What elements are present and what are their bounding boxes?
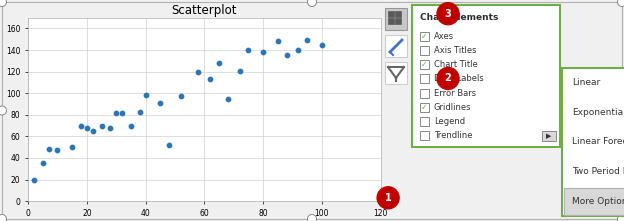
Text: 2: 2 [445, 73, 451, 84]
Text: Linear: Linear [572, 78, 600, 87]
Point [140, 94, 150, 97]
Point [302, 39, 312, 42]
FancyBboxPatch shape [420, 46, 429, 55]
Point [52, 149, 62, 152]
FancyBboxPatch shape [420, 89, 429, 98]
Point [38, 162, 48, 165]
FancyBboxPatch shape [385, 62, 407, 84]
FancyBboxPatch shape [385, 35, 407, 57]
FancyBboxPatch shape [395, 18, 401, 24]
Text: ✓: ✓ [421, 32, 427, 41]
Point [193, 70, 203, 73]
Point [97, 124, 107, 127]
Text: Chart Elements: Chart Elements [420, 13, 499, 23]
Circle shape [618, 215, 624, 221]
Circle shape [0, 0, 6, 6]
Point [293, 48, 303, 52]
FancyBboxPatch shape [564, 188, 624, 215]
Text: Legend: Legend [434, 117, 465, 126]
FancyBboxPatch shape [420, 74, 429, 83]
Text: Trendline: Trendline [434, 131, 472, 140]
Text: ✓: ✓ [421, 103, 427, 112]
Circle shape [308, 0, 316, 6]
FancyBboxPatch shape [420, 117, 429, 126]
Text: Data Labels: Data Labels [434, 74, 484, 83]
FancyBboxPatch shape [420, 32, 429, 41]
Point [317, 43, 327, 46]
Point [29, 178, 39, 181]
Point [111, 111, 121, 114]
Point [205, 77, 215, 81]
FancyBboxPatch shape [395, 11, 401, 17]
Point [223, 97, 233, 100]
FancyBboxPatch shape [420, 103, 429, 112]
FancyBboxPatch shape [388, 18, 394, 24]
Point [44, 148, 54, 151]
Text: ▶: ▶ [547, 133, 552, 139]
FancyBboxPatch shape [542, 131, 556, 141]
Point [235, 69, 245, 72]
Point [258, 50, 268, 54]
Text: 1: 1 [385, 193, 391, 203]
Point [155, 101, 165, 105]
Text: Axis Titles: Axis Titles [434, 46, 477, 55]
Circle shape [437, 67, 459, 90]
Point [82, 126, 92, 130]
Circle shape [377, 187, 399, 209]
Point [281, 54, 291, 57]
Circle shape [437, 3, 459, 25]
Circle shape [618, 106, 624, 115]
Circle shape [0, 106, 6, 115]
FancyBboxPatch shape [420, 60, 429, 69]
Point [176, 95, 186, 98]
Circle shape [618, 0, 624, 6]
Text: Axes: Axes [434, 32, 454, 41]
Point [164, 143, 174, 147]
Text: Two Period Moving Average: Two Period Moving Average [572, 167, 624, 176]
FancyBboxPatch shape [388, 11, 394, 17]
Text: More Options...: More Options... [572, 197, 624, 206]
Point [214, 61, 224, 65]
FancyBboxPatch shape [412, 5, 560, 147]
Point [105, 126, 115, 130]
Text: Exponential: Exponential [572, 108, 624, 117]
Text: Linear Forecast: Linear Forecast [572, 137, 624, 147]
Text: Chart Title: Chart Title [434, 60, 478, 69]
Point [126, 124, 136, 127]
Circle shape [308, 215, 316, 221]
Point [243, 48, 253, 52]
Point [273, 40, 283, 43]
Circle shape [0, 215, 6, 221]
Point [117, 111, 127, 114]
Text: ✓: ✓ [421, 60, 427, 69]
Point [76, 124, 86, 127]
Point [88, 129, 98, 133]
Title: Scatterplot: Scatterplot [172, 4, 237, 17]
Point [135, 110, 145, 113]
FancyBboxPatch shape [420, 131, 429, 140]
FancyBboxPatch shape [385, 8, 407, 30]
Text: Gridlines: Gridlines [434, 103, 472, 112]
Point [67, 145, 77, 149]
Text: Error Bars: Error Bars [434, 89, 476, 98]
Text: 3: 3 [445, 9, 451, 19]
FancyBboxPatch shape [562, 68, 624, 216]
